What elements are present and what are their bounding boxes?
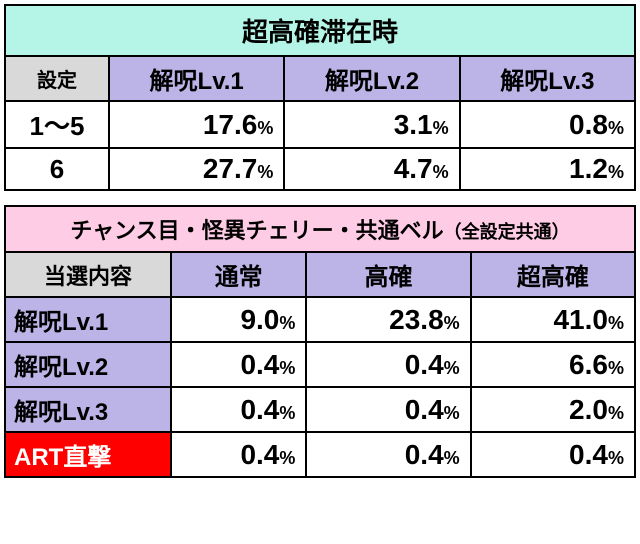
row-label: 6 <box>5 148 109 190</box>
table-row: 1〜5 17.6% 3.1% 0.8% <box>5 101 635 148</box>
table-row: 解呪Lv.3 0.4% 0.4% 2.0% <box>5 387 635 432</box>
cell: 0.4% <box>306 432 470 477</box>
table-super-high: 超高確滞在時 設定 解呪Lv.1 解呪Lv.2 解呪Lv.3 1〜5 17.6%… <box>4 4 636 191</box>
col-high: 高確 <box>306 252 470 297</box>
row-label: 解呪Lv.1 <box>5 297 171 342</box>
col-lv3: 解呪Lv.3 <box>460 56 635 101</box>
col-normal: 通常 <box>171 252 306 297</box>
cell: 41.0% <box>471 297 635 342</box>
cell: 27.7% <box>109 148 284 190</box>
cell: 0.4% <box>171 342 306 387</box>
table-row: 6 27.7% 4.7% 1.2% <box>5 148 635 190</box>
cell: 0.8% <box>460 101 635 148</box>
col-super: 超高確 <box>471 252 635 297</box>
table-row: 解呪Lv.1 9.0% 23.8% 41.0% <box>5 297 635 342</box>
content-header: 当選内容 <box>5 252 171 297</box>
table2-title: チャンス目・怪異チェリー・共通ベル（全設定共通） <box>5 206 635 252</box>
setting-header: 設定 <box>5 56 109 101</box>
table-row: 解呪Lv.2 0.4% 0.4% 6.6% <box>5 342 635 387</box>
col-lv1: 解呪Lv.1 <box>109 56 284 101</box>
row-label: 解呪Lv.3 <box>5 387 171 432</box>
cell: 1.2% <box>460 148 635 190</box>
cell: 9.0% <box>171 297 306 342</box>
cell: 2.0% <box>471 387 635 432</box>
table-row: ART直撃 0.4% 0.4% 0.4% <box>5 432 635 477</box>
cell: 23.8% <box>306 297 470 342</box>
row-label: 解呪Lv.2 <box>5 342 171 387</box>
cell: 17.6% <box>109 101 284 148</box>
row-label: 1〜5 <box>5 101 109 148</box>
cell: 0.4% <box>306 387 470 432</box>
cell: 3.1% <box>284 101 459 148</box>
cell: 0.4% <box>471 432 635 477</box>
cell: 4.7% <box>284 148 459 190</box>
cell: 6.6% <box>471 342 635 387</box>
row-label-art: ART直撃 <box>5 432 171 477</box>
cell: 0.4% <box>306 342 470 387</box>
cell: 0.4% <box>171 387 306 432</box>
table-chance: チャンス目・怪異チェリー・共通ベル（全設定共通） 当選内容 通常 高確 超高確 … <box>4 205 636 478</box>
col-lv2: 解呪Lv.2 <box>284 56 459 101</box>
table1-title: 超高確滞在時 <box>5 5 635 56</box>
cell: 0.4% <box>171 432 306 477</box>
